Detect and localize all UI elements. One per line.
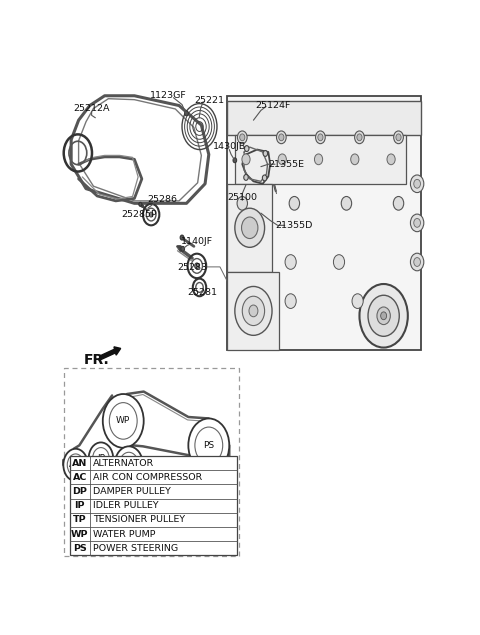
Circle shape — [263, 175, 267, 181]
Text: 25212A: 25212A — [73, 104, 110, 113]
Text: AN: AN — [69, 460, 82, 469]
Text: IDLER PULLEY: IDLER PULLEY — [93, 501, 159, 511]
Circle shape — [263, 150, 267, 156]
Text: AC: AC — [91, 492, 103, 501]
Circle shape — [393, 196, 404, 210]
Text: WP: WP — [71, 530, 88, 538]
Circle shape — [285, 255, 296, 269]
Circle shape — [410, 253, 424, 271]
Text: 1123GF: 1123GF — [149, 91, 186, 100]
Bar — [71, 456, 237, 556]
Circle shape — [242, 297, 264, 326]
Text: TP: TP — [73, 516, 86, 525]
Circle shape — [115, 446, 143, 483]
Text: 1140JF: 1140JF — [181, 237, 213, 246]
Circle shape — [249, 305, 258, 317]
Circle shape — [410, 214, 424, 232]
Bar — [228, 101, 421, 135]
Circle shape — [278, 154, 287, 164]
Circle shape — [377, 307, 390, 324]
Circle shape — [414, 258, 420, 267]
Text: 25281: 25281 — [187, 288, 217, 297]
Circle shape — [381, 312, 386, 319]
Circle shape — [241, 217, 258, 239]
Text: POWER STEERING: POWER STEERING — [93, 544, 178, 553]
Text: TP: TP — [123, 460, 134, 469]
Text: PS: PS — [203, 441, 215, 450]
Circle shape — [289, 196, 300, 210]
Circle shape — [149, 212, 153, 217]
Circle shape — [357, 134, 362, 141]
Circle shape — [368, 295, 399, 337]
Text: IP: IP — [74, 501, 85, 511]
Text: 1430JB: 1430JB — [213, 142, 246, 151]
Text: 25124F: 25124F — [255, 100, 290, 110]
Circle shape — [352, 294, 363, 309]
Circle shape — [314, 154, 323, 164]
Circle shape — [237, 196, 248, 210]
Circle shape — [276, 131, 286, 144]
Circle shape — [355, 131, 364, 144]
Bar — [64, 368, 240, 556]
Text: WATER PUMP: WATER PUMP — [93, 530, 156, 538]
Circle shape — [279, 134, 284, 141]
Text: 21355D: 21355D — [276, 221, 313, 230]
Bar — [228, 96, 421, 350]
Text: AIR CON COMPRESSOR: AIR CON COMPRESSOR — [93, 473, 203, 482]
Circle shape — [394, 131, 403, 144]
Circle shape — [89, 443, 113, 475]
Circle shape — [244, 175, 248, 180]
Circle shape — [240, 134, 245, 141]
Text: TENSIONER PULLEY: TENSIONER PULLEY — [93, 516, 185, 525]
Text: DP: DP — [72, 487, 87, 496]
Circle shape — [233, 158, 237, 163]
Circle shape — [351, 154, 359, 164]
Circle shape — [410, 175, 424, 192]
Circle shape — [396, 134, 401, 141]
Text: DP: DP — [149, 485, 161, 494]
Circle shape — [387, 154, 395, 164]
Circle shape — [79, 473, 115, 520]
FancyArrow shape — [100, 347, 120, 359]
Text: WP: WP — [116, 417, 131, 425]
Bar — [228, 184, 272, 272]
Circle shape — [341, 196, 352, 210]
Circle shape — [181, 246, 185, 251]
Circle shape — [285, 294, 296, 309]
Circle shape — [103, 394, 144, 448]
Text: AN: AN — [72, 458, 87, 468]
Circle shape — [139, 203, 142, 206]
Text: AC: AC — [72, 473, 87, 482]
Text: PS: PS — [73, 544, 86, 553]
Bar — [228, 272, 279, 350]
Circle shape — [188, 418, 229, 472]
Circle shape — [235, 286, 272, 335]
Text: FR.: FR. — [84, 353, 110, 367]
Text: IP: IP — [97, 454, 105, 463]
Text: 25286: 25286 — [147, 195, 177, 204]
Circle shape — [414, 218, 420, 227]
Circle shape — [134, 462, 175, 516]
Circle shape — [244, 145, 249, 152]
Circle shape — [180, 235, 184, 240]
Bar — [235, 135, 406, 184]
Circle shape — [63, 449, 88, 481]
Circle shape — [360, 284, 408, 347]
Circle shape — [315, 131, 325, 144]
Circle shape — [334, 255, 345, 269]
Text: 25285P: 25285P — [121, 210, 157, 218]
Circle shape — [195, 263, 199, 269]
Text: 21355E: 21355E — [268, 160, 304, 169]
Text: 25100: 25100 — [228, 193, 257, 202]
Text: DAMPER PULLEY: DAMPER PULLEY — [93, 487, 171, 496]
Circle shape — [242, 154, 250, 164]
Circle shape — [235, 208, 264, 248]
Circle shape — [238, 131, 247, 144]
Circle shape — [318, 134, 323, 141]
Text: 25221: 25221 — [194, 96, 224, 105]
Circle shape — [414, 179, 420, 188]
Text: 25283: 25283 — [177, 264, 207, 272]
Text: ALTERNATOR: ALTERNATOR — [93, 458, 155, 468]
Circle shape — [185, 111, 188, 116]
